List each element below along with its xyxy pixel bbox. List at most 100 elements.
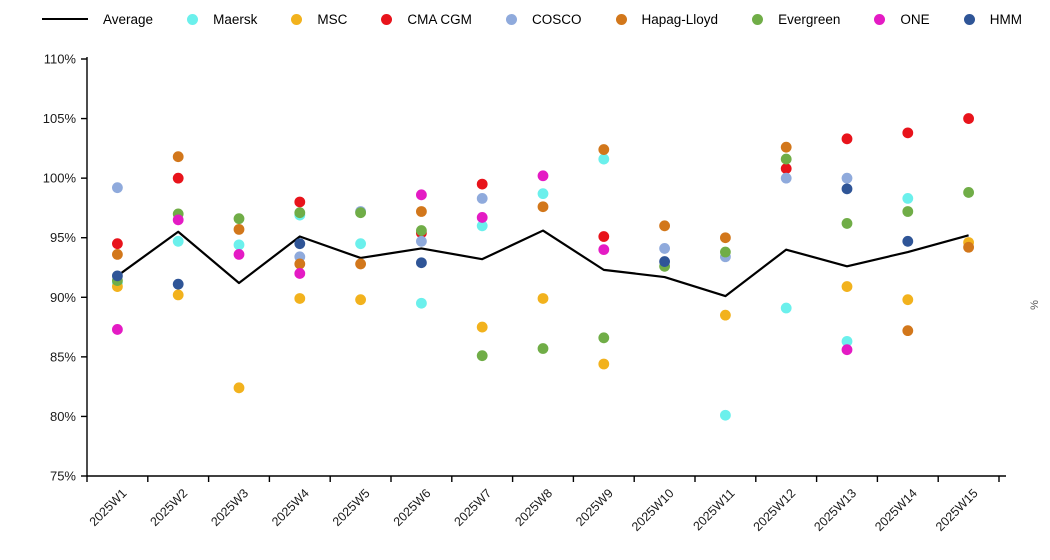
y-axis-label: 90% <box>50 290 76 305</box>
data-point-evergreen <box>233 213 245 225</box>
data-point-cma-cgm <box>841 133 853 145</box>
legend-label: CMA CGM <box>407 11 472 27</box>
x-axis-label: 2025W13 <box>811 486 859 534</box>
data-point-hapag-lloyd <box>112 248 123 260</box>
data-point-hapag-lloyd <box>172 151 184 163</box>
y-axis-label: 75% <box>50 469 76 484</box>
data-point-msc <box>902 294 914 306</box>
data-point-cma-cgm <box>112 238 123 250</box>
data-point-one <box>841 344 853 356</box>
x-axis-label: 2025W14 <box>872 486 920 534</box>
data-point-maersk <box>720 409 731 421</box>
data-point-one <box>416 189 427 201</box>
data-point-maersk <box>416 297 427 309</box>
x-axis-label: 2025W9 <box>573 486 616 529</box>
legend-dot-marker <box>752 13 764 25</box>
x-axis-label: 2025W10 <box>629 486 677 534</box>
data-point-hapag-lloyd <box>780 141 792 153</box>
x-axis-label: 2025W15 <box>933 486 981 534</box>
data-point-cma-cgm <box>963 113 974 124</box>
y-axis-label: 105% <box>43 111 77 126</box>
x-axis-label: 2025W3 <box>208 486 251 529</box>
legend-item-cma-cgm: CMA CGM <box>381 12 472 27</box>
data-point-evergreen <box>294 207 306 219</box>
data-point-hmm <box>659 256 670 267</box>
x-axis-label: 2025W4 <box>269 486 312 529</box>
data-point-hapag-lloyd <box>294 258 306 270</box>
data-point-cma-cgm <box>294 196 306 208</box>
data-point-maersk <box>355 238 366 250</box>
data-point-hapag-lloyd <box>233 223 245 235</box>
legend-label: HMM <box>989 11 1022 27</box>
data-point-msc <box>172 289 184 301</box>
legend-line-marker <box>42 18 88 20</box>
data-point-evergreen <box>598 332 610 344</box>
data-point-evergreen <box>416 225 427 236</box>
legend-dot-marker <box>505 13 517 25</box>
x-axis-label: 2025W2 <box>147 486 190 529</box>
data-point-one <box>598 244 610 256</box>
data-point-one <box>233 248 245 260</box>
data-point-cosco <box>416 235 427 247</box>
data-point-one <box>294 268 306 279</box>
data-point-evergreen <box>537 343 549 354</box>
x-axis-label: 2025W8 <box>512 486 555 529</box>
data-point-hmm <box>172 278 184 290</box>
legend-label: Average <box>103 11 154 27</box>
data-point-msc <box>355 294 366 306</box>
chart-legend: Average Maersk MSC CMA CGM COSCO Hapag-Lloyd E… <box>42 6 1022 32</box>
x-axis-label: 2025W7 <box>451 486 494 529</box>
x-axis-label: 2025W11 <box>690 486 737 533</box>
legend-item-one: ONE <box>874 12 930 27</box>
data-point-cosco <box>841 172 853 184</box>
legend-item-cosco: COSCO <box>505 12 581 27</box>
data-point-hapag-lloyd <box>355 258 366 270</box>
data-point-msc <box>294 293 306 304</box>
data-point-msc <box>537 293 549 304</box>
data-point-hmm <box>294 238 306 250</box>
y-axis-label: 100% <box>43 171 77 186</box>
legend-dot-marker <box>615 13 627 25</box>
data-point-maersk <box>780 302 792 314</box>
data-point-one <box>537 170 549 182</box>
data-point-evergreen <box>841 218 853 229</box>
data-point-cma-cgm <box>902 127 914 139</box>
data-point-evergreen <box>902 206 914 217</box>
data-point-cma-cgm <box>598 231 610 242</box>
data-point-msc <box>841 281 853 292</box>
data-point-hapag-lloyd <box>416 206 427 217</box>
data-point-cosco <box>112 182 123 194</box>
data-point-one <box>476 212 488 223</box>
legend-dot-marker <box>381 13 393 25</box>
data-point-one <box>172 214 184 226</box>
data-point-maersk <box>598 153 610 165</box>
legend-label: MSC <box>317 11 348 27</box>
data-point-hmm <box>902 235 914 247</box>
y-axis-label: 85% <box>50 349 76 364</box>
data-point-maersk <box>902 192 914 204</box>
legend-dot-marker <box>874 13 886 25</box>
data-point-cosco <box>780 172 792 184</box>
data-point-cma-cgm <box>172 172 184 184</box>
data-point-cosco <box>476 192 488 204</box>
data-point-hapag-lloyd <box>537 201 549 213</box>
x-axis-label: 2025W1 <box>87 486 130 529</box>
data-point-one <box>112 324 123 335</box>
legend-dot-marker <box>187 13 199 25</box>
data-point-hapag-lloyd <box>659 220 670 232</box>
legend-item-hmm: HMM <box>963 11 1022 27</box>
data-point-evergreen <box>780 153 792 165</box>
y-axis-label: 95% <box>50 230 76 245</box>
data-point-maersk <box>476 220 488 232</box>
y-axis-label: 80% <box>50 409 76 424</box>
legend-item-evergreen: Evergreen <box>752 12 840 27</box>
legend-item-average: Average <box>42 12 153 27</box>
data-point-hapag-lloyd <box>720 232 731 244</box>
data-point-evergreen <box>963 187 974 198</box>
x-axis-label: 2025W12 <box>751 486 799 534</box>
legend-item-msc: MSC <box>291 12 347 27</box>
data-point-msc <box>720 309 731 321</box>
x-axis-label: 2025W6 <box>391 486 434 529</box>
data-point-cma-cgm <box>476 178 488 190</box>
data-point-hmm <box>416 257 427 269</box>
